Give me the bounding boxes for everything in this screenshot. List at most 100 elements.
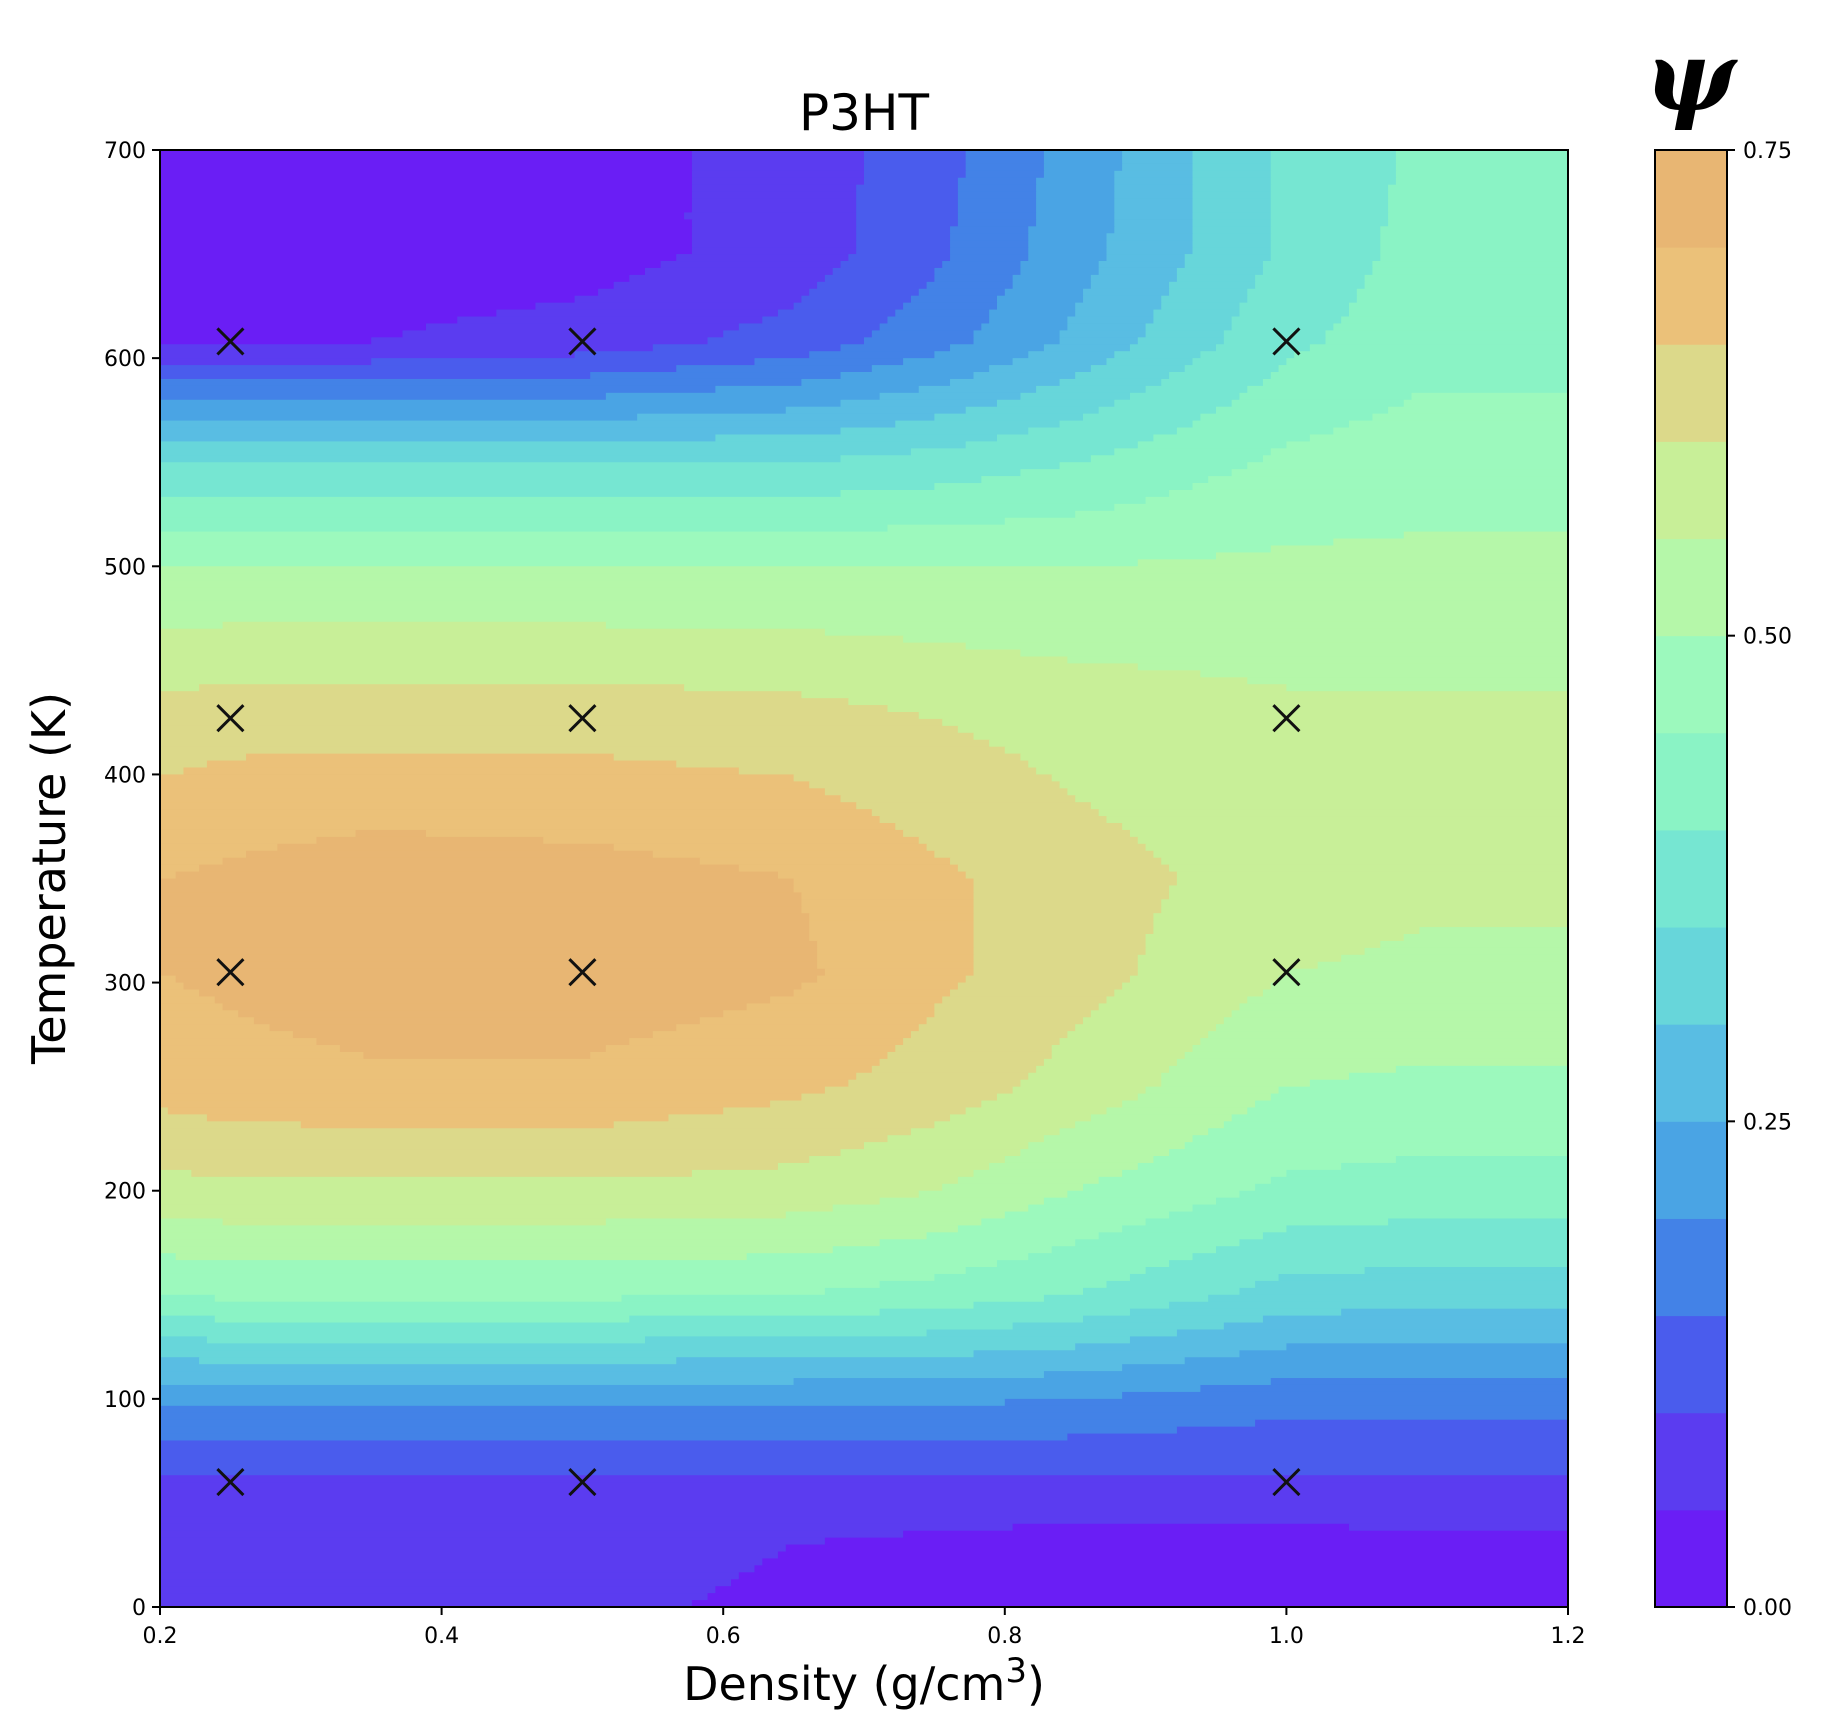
contour-cell	[160, 552, 1217, 560]
contour-cell	[160, 1246, 834, 1254]
contour-cell	[160, 1135, 889, 1143]
contour-cell	[1083, 1017, 1225, 1025]
contour-cell	[1192, 1045, 1568, 1053]
sample-point-marker	[216, 704, 245, 733]
contour-cell	[371, 337, 709, 345]
contour-cell	[160, 261, 662, 269]
colorbar-label: ψ	[1645, 20, 1738, 133]
contour-cell	[957, 1176, 1100, 1185]
y-tick-label: 500	[104, 555, 146, 580]
contour-cell	[1028, 233, 1108, 241]
contour-cell	[1169, 1211, 1568, 1220]
contour-cell	[1145, 843, 1568, 852]
contour-cell	[160, 1419, 1256, 1428]
contour-cell	[160, 607, 1568, 616]
x-tick-label: 0.6	[706, 1624, 741, 1649]
contour-cell	[160, 1072, 857, 1081]
contour-cell	[934, 1010, 1092, 1018]
contour-cell	[160, 1371, 1045, 1379]
contour-cell	[856, 205, 959, 214]
contour-cell	[1067, 1190, 1241, 1199]
contour-cell	[1036, 385, 1147, 394]
contour-cell	[918, 711, 1568, 720]
contour-cell	[996, 302, 1076, 311]
contour-cell	[613, 1121, 935, 1129]
contour-cell	[160, 385, 716, 394]
contour-cell	[160, 1516, 1568, 1525]
contour-cell	[973, 878, 1178, 887]
contour-cell	[1184, 261, 1264, 269]
contour-cell	[871, 1065, 1037, 1074]
contour-cell	[903, 829, 1131, 838]
contour-cell	[809, 920, 975, 928]
contour-cell	[160, 954, 818, 963]
contour-cell	[973, 934, 1147, 942]
contour-cell	[1012, 274, 1092, 283]
contour-cell	[1216, 1246, 1568, 1254]
contour-cell	[1036, 198, 1115, 207]
contour-cell	[676, 1024, 920, 1032]
contour-cell	[1395, 177, 1568, 186]
contour-cell	[1020, 469, 1233, 477]
contour-cell	[1114, 989, 1264, 998]
contour-cell	[957, 177, 1037, 186]
contour-cell	[1059, 337, 1139, 345]
contour-cell	[1067, 656, 1568, 665]
contour-cell	[918, 288, 1006, 297]
contour-cell	[973, 920, 1155, 928]
contour-cell	[950, 240, 1029, 248]
contour-cell	[160, 1558, 763, 1566]
contour-cell	[160, 1197, 881, 1206]
contour-cell	[160, 233, 693, 241]
y-tick-label: 0	[132, 1596, 146, 1621]
contour-cell	[1239, 309, 1350, 318]
contour-cell	[903, 1038, 1061, 1046]
contour-cell	[989, 316, 1068, 325]
contour-cell	[957, 184, 1037, 193]
contour-cell	[160, 427, 842, 436]
contour-cell	[1255, 1100, 1568, 1109]
contour-cell	[1192, 191, 1272, 200]
contour-cell	[1262, 261, 1374, 269]
contour-cell	[160, 1204, 834, 1213]
sample-point-marker	[1272, 327, 1301, 356]
contour-cell	[934, 351, 1029, 359]
contour-cell	[840, 261, 943, 269]
contour-cell	[926, 843, 1147, 852]
contour-cell	[1341, 316, 1568, 325]
contour-cell	[715, 1586, 1568, 1594]
contour-cell	[214, 1315, 630, 1324]
contour-cell	[160, 760, 208, 769]
contour-cell	[160, 1301, 975, 1310]
contour-cell	[1020, 267, 1100, 276]
contour-cell	[1192, 240, 1272, 248]
contour-cell	[1169, 489, 1568, 498]
contour-cell	[957, 212, 1037, 220]
contour-cell	[793, 774, 1053, 782]
contour-cell	[1223, 337, 1327, 345]
contour-cell	[801, 892, 975, 900]
contour-cell	[160, 1280, 881, 1289]
contour-cell	[1036, 205, 1115, 214]
contour-cell	[160, 1461, 1568, 1469]
contour-cell	[1270, 184, 1389, 193]
sample-point-marker	[1272, 958, 1301, 987]
contour-cell	[1239, 1350, 1568, 1358]
contour-cell	[160, 413, 638, 422]
contour-cell	[973, 906, 1162, 914]
contour-cell	[676, 254, 849, 262]
contour-cell	[1004, 1156, 1155, 1164]
contour-cell	[160, 587, 1568, 595]
contour-cell	[1028, 1204, 1194, 1213]
contour-cell	[1223, 1017, 1568, 1025]
contour-cell	[965, 150, 1045, 158]
contour-cell	[1356, 288, 1568, 297]
contour-cell	[856, 802, 1092, 810]
contour-cell	[1067, 323, 1147, 331]
contour-cell	[934, 1273, 1131, 1282]
contour-cell	[160, 1551, 779, 1560]
contour-cell	[1098, 267, 1178, 276]
sample-markers	[216, 327, 1301, 1497]
contour-cell	[1231, 469, 1568, 477]
contour-cell	[1153, 434, 1311, 442]
